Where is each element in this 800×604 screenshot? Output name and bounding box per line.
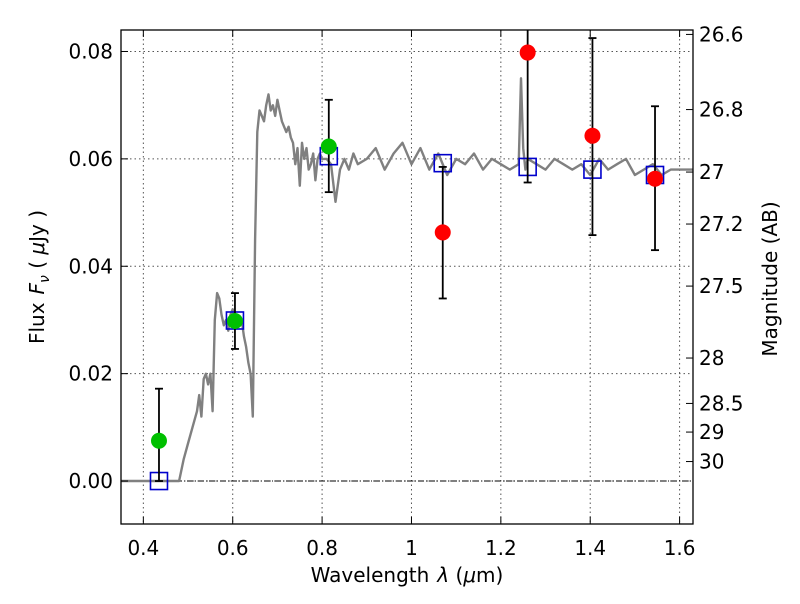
x-axis-label: Wavelength λ (μm) — [311, 563, 504, 587]
y-tick-label: 0.06 — [68, 147, 113, 171]
x-tick-label: 1.2 — [485, 536, 517, 560]
y-tick-label: 0.00 — [68, 469, 113, 493]
nondetection-point — [434, 224, 451, 241]
detection-point — [226, 313, 243, 330]
plot-frame — [120, 29, 694, 525]
mag-tick-label: 28 — [699, 346, 724, 370]
x-tick-label: 1.6 — [664, 536, 696, 560]
ticks-layer: 0.4 0.6 0.8 1 1.2 1.4 1.6 0.00 0.02 0.04 0.06 0.08 2… — [68, 22, 743, 560]
series-layer — [121, 77, 693, 483]
mag-tick-label: 28.5 — [699, 391, 744, 415]
mag-tick-label: 29 — [699, 420, 724, 444]
x-tick-label: 1 — [405, 536, 418, 560]
nondetection-point — [584, 127, 601, 144]
x-tick-label: 0.6 — [217, 536, 249, 560]
template-spectrum-line — [121, 77, 693, 483]
points-layer — [149, 30, 665, 491]
grid-layer — [121, 30, 693, 524]
y-axis-label: FluxFν ( μJy ) — [25, 210, 53, 344]
mag-tick-label: 27.2 — [699, 212, 744, 236]
detection-point — [320, 138, 337, 155]
detection-point — [150, 432, 167, 449]
mag-tick-label: 27 — [699, 160, 724, 184]
mag-tick-label: 26.6 — [699, 22, 744, 46]
y-tick-label: 0.02 — [68, 362, 113, 386]
mag-tick-label: 26.8 — [699, 98, 744, 122]
y2-axis-label: Magnitude (AB) — [758, 201, 782, 356]
mag-tick-label: 30 — [699, 450, 724, 474]
x-tick-label: 0.4 — [127, 536, 159, 560]
nondetection-point — [519, 44, 536, 61]
x-tick-label: 0.8 — [306, 536, 338, 560]
x-tick-label: 1.4 — [574, 536, 606, 560]
y-tick-label: 0.08 — [68, 39, 113, 63]
nondetection-point — [647, 170, 664, 187]
mag-tick-label: 27.5 — [699, 274, 744, 298]
y-tick-label: 0.04 — [68, 254, 113, 278]
